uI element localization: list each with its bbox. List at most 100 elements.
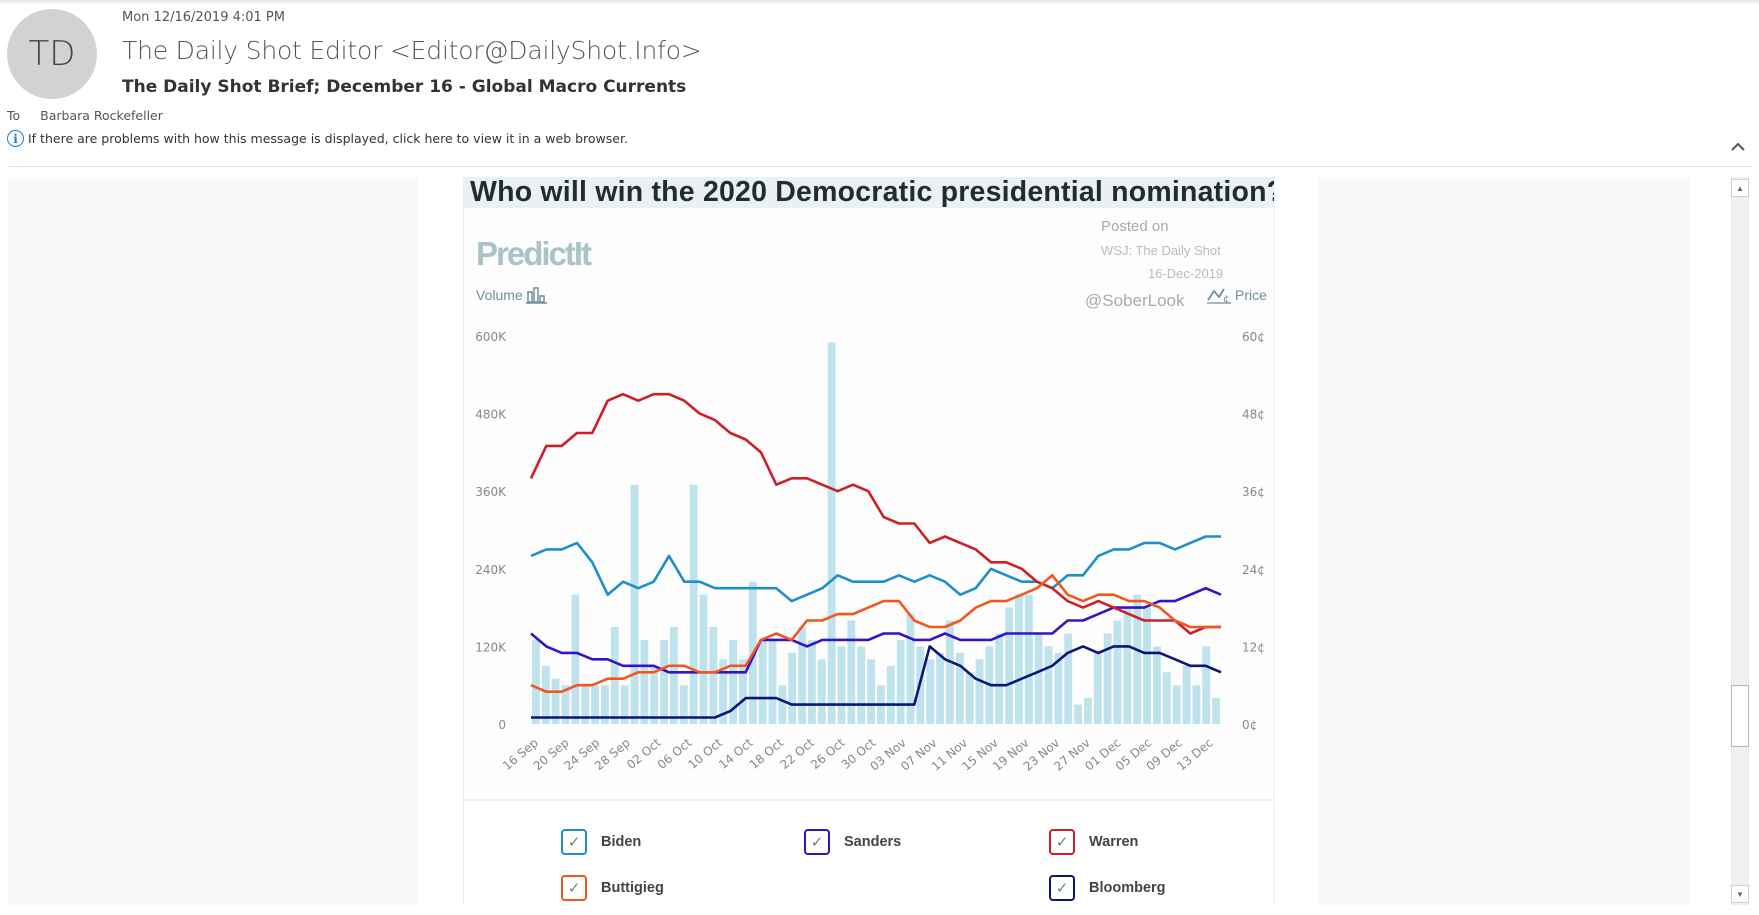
volume-bar xyxy=(965,672,974,724)
price-label-text: Price xyxy=(1235,287,1267,303)
y-left-tick-label: 0 xyxy=(498,718,506,732)
x-tick-label: 28 Sep xyxy=(592,736,633,774)
chevron-up-icon xyxy=(1731,142,1745,151)
y-right-tick-label: 48¢ xyxy=(1242,408,1265,422)
checkbox-checked-icon[interactable]: ✓ xyxy=(1049,875,1075,901)
volume-bar xyxy=(768,639,777,724)
x-tick-label: 02 Oct xyxy=(624,735,664,772)
recipient-row: To Barbara Rockefeller xyxy=(7,108,163,123)
email-body-margin-right xyxy=(1318,177,1690,905)
volume-bar xyxy=(827,342,836,724)
header-divider xyxy=(7,166,1752,167)
volume-bar xyxy=(857,646,866,724)
volume-bar xyxy=(946,620,954,724)
info-icon: i xyxy=(7,130,24,147)
email-subject: The Daily Shot Brief; December 16 - Glob… xyxy=(122,77,687,97)
volume-bar xyxy=(532,639,540,724)
scroll-down-button[interactable]: ▼ xyxy=(1731,885,1749,903)
volume-bar xyxy=(640,639,649,724)
volume-bar xyxy=(1202,646,1211,724)
legend-item-warren[interactable]: ✓ Warren xyxy=(1049,829,1138,855)
arrow-down-icon: ▼ xyxy=(1736,889,1744,899)
scroll-up-button[interactable]: ▲ xyxy=(1731,179,1749,197)
to-label: To xyxy=(7,108,21,123)
legend-label: Sanders xyxy=(844,834,902,850)
legend-label: Buttigieg xyxy=(601,880,664,896)
volume-bar xyxy=(561,685,570,724)
volume-label-text: Volume xyxy=(476,287,523,303)
scrollbar-thumb[interactable] xyxy=(1731,685,1749,747)
legend-item-bloomberg[interactable]: ✓ Bloomberg xyxy=(1049,875,1166,901)
volume-axis-label: Volume xyxy=(476,286,548,304)
volume-bar xyxy=(739,659,747,724)
checkbox-checked-icon[interactable]: ✓ xyxy=(1049,829,1075,855)
volume-bar xyxy=(758,639,767,724)
series-line-sanders xyxy=(530,586,1222,674)
checkbox-checked-icon[interactable]: ✓ xyxy=(804,829,830,855)
legend-item-biden[interactable]: ✓ Biden xyxy=(561,829,641,855)
legend-divider xyxy=(464,799,1274,801)
series-line-biden xyxy=(530,535,1221,603)
volume-bar xyxy=(729,639,737,724)
arrow-up-icon: ▲ xyxy=(1736,183,1744,193)
view-in-browser-text[interactable]: If there are problems with how this mess… xyxy=(28,131,628,146)
legend-item-buttigieg[interactable]: ✓ Buttigieg xyxy=(561,875,664,901)
volume-bar xyxy=(670,627,678,724)
predictit-logo: PredictIt xyxy=(476,235,592,272)
y-right-tick-label: 24¢ xyxy=(1242,563,1265,577)
volume-bar xyxy=(955,652,964,724)
chart-body: PredictIt Volume Posted on WSJ: The Dail… xyxy=(464,208,1274,798)
posted-source: WSJ: The Daily Shot xyxy=(1101,243,1221,258)
embedded-chart-image: Who will win the 2020 Democratic preside… xyxy=(463,177,1275,905)
collapse-header-button[interactable] xyxy=(1728,136,1748,156)
volume-bar xyxy=(1054,652,1063,724)
y-right-tick-label: 12¢ xyxy=(1242,640,1265,654)
x-tick-label: 06 Oct xyxy=(655,735,695,772)
chart-legend: ✓ Biden ✓ Sanders ✓ Warren ✓ Buttigieg ✓… xyxy=(464,801,1274,905)
volume-bar xyxy=(926,659,935,724)
volume-bar xyxy=(591,685,599,724)
volume-bar xyxy=(689,484,698,724)
checkbox-checked-icon[interactable]: ✓ xyxy=(561,829,587,855)
volume-bar xyxy=(1212,698,1220,724)
volume-bar xyxy=(1005,607,1013,724)
posted-date: 16-Dec-2019 xyxy=(1148,266,1224,281)
y-left-tick-label: 360K xyxy=(475,485,507,499)
volume-bar xyxy=(581,685,590,724)
volume-bar xyxy=(1084,698,1092,724)
volume-bar xyxy=(936,652,944,724)
volume-bar xyxy=(788,652,797,724)
y-right-tick-label: 60¢ xyxy=(1242,330,1265,344)
sender-avatar: TD xyxy=(7,9,97,99)
volume-bar xyxy=(1153,646,1161,724)
legend-item-sanders[interactable]: ✓ Sanders xyxy=(804,829,901,855)
y-left-tick-label: 120K xyxy=(475,640,507,654)
volume-bar xyxy=(1103,633,1112,724)
volume-bar xyxy=(886,665,895,724)
volume-bar xyxy=(1143,607,1151,724)
recipient-name[interactable]: Barbara Rockefeller xyxy=(40,108,163,123)
volume-bar xyxy=(699,594,708,724)
checkbox-checked-icon[interactable]: ✓ xyxy=(561,875,587,901)
volume-bar xyxy=(867,659,875,724)
vertical-scrollbar[interactable]: ▲ ▼ xyxy=(1731,177,1749,905)
y-left-tick-label: 600K xyxy=(475,330,507,344)
email-sender[interactable]: The Daily Shot Editor <Editor@DailyShot.… xyxy=(122,36,702,65)
volume-bar xyxy=(1044,646,1053,724)
window-top-edge xyxy=(0,0,1759,4)
volume-bar xyxy=(778,685,787,724)
volume-bar xyxy=(630,484,639,724)
volume-bar xyxy=(1182,665,1191,724)
legend-label: Bloomberg xyxy=(1089,880,1166,896)
volume-bar xyxy=(541,665,550,724)
volume-bar xyxy=(601,685,609,724)
price-line-icon: ¢ xyxy=(1207,288,1231,304)
x-tick-label: 14 Oct xyxy=(716,735,756,772)
volume-bar xyxy=(551,678,560,724)
volume-bar xyxy=(620,685,629,724)
volume-bar xyxy=(1064,633,1073,724)
volume-bar xyxy=(610,627,619,724)
view-in-browser-banner[interactable]: i If there are problems with how this me… xyxy=(7,130,628,147)
email-date: Mon 12/16/2019 4:01 PM xyxy=(122,10,285,25)
legend-label: Biden xyxy=(601,834,642,850)
